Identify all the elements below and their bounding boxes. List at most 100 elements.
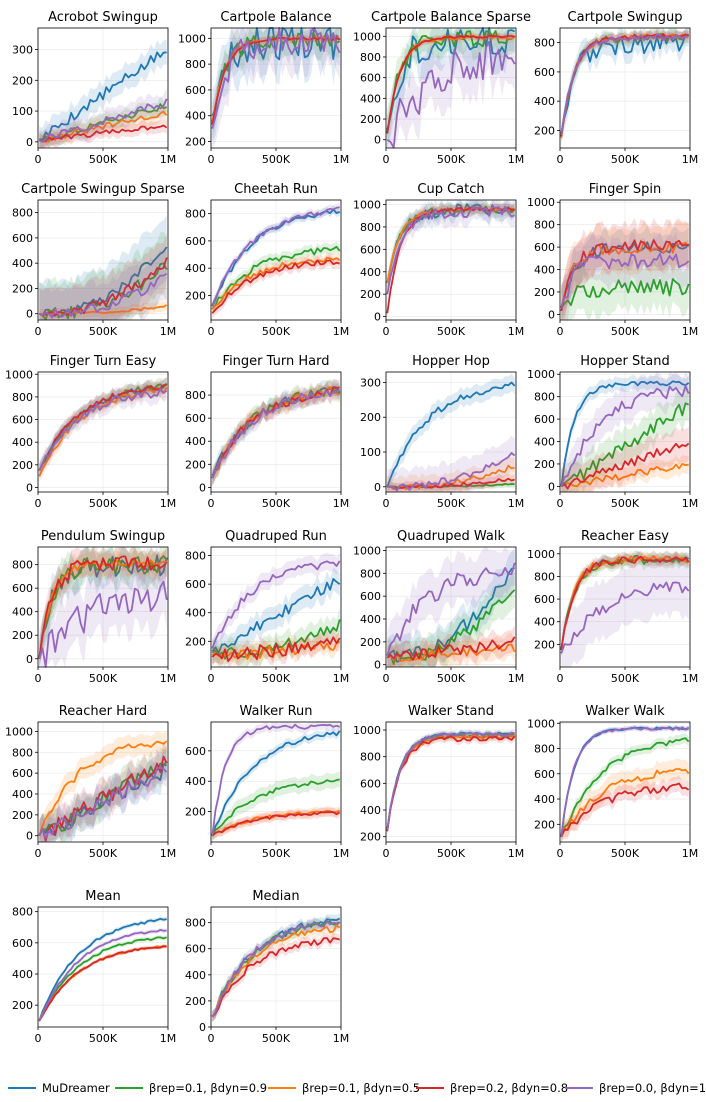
y-tick-label: 1000 [5, 368, 33, 381]
series-line-rep-0-1-dyn-0-9 [560, 278, 690, 309]
y-tick-label: 600 [360, 590, 381, 603]
legend-item-rep-0-2-dyn-0-8: βrep=0.2, βdyn=0.8 [416, 1076, 568, 1100]
x-tick-label: 500K [437, 153, 466, 166]
legend-swatch [268, 1087, 296, 1089]
x-tick-label: 1M [682, 672, 699, 685]
series-line-rep-0-0-dyn-1-0 [38, 929, 167, 1022]
y-tick-label: 200 [534, 458, 555, 471]
legend-item-rep-0-0-dyn-1-0: βrep=0.0, βdyn=1.0 [565, 1076, 706, 1100]
x-tick-label: 500K [262, 672, 291, 685]
y-tick-label: 400 [185, 607, 206, 620]
y-tick-label: 600 [185, 745, 206, 758]
series-line-rep-0-0-dyn-1-0 [38, 272, 168, 319]
series-band-rep-0-2-dyn-0-8 [39, 232, 167, 320]
subplot-title: Median [252, 889, 299, 904]
y-tick-label: 600 [12, 582, 33, 595]
series-line-rep-0-1-dyn-0-5 [38, 740, 168, 836]
subplot-hopper-stand: Hopper Stand 0 200 400 600 800 1000 0 500K 1M [527, 354, 698, 510]
y-tick-label: 200 [185, 136, 206, 149]
x-tick-label: 500K [89, 153, 118, 166]
series-band-rep-0-0-dyn-1-0 [387, 200, 515, 306]
subplot-cartpole-swingup: Cartpole Swingup 200 400 600 800 0 500K 1M [534, 10, 698, 166]
series-band-mudreamer [387, 200, 515, 292]
series-band-rep-0-0-dyn-1-0 [212, 203, 340, 310]
y-tick-label: 800 [185, 389, 206, 402]
series-line-rep-0-0-dyn-1-0 [386, 205, 515, 295]
x-tick-label: 1M [508, 672, 525, 685]
y-tick-label: 800 [185, 550, 206, 563]
subplot-title: Walker Stand [408, 704, 494, 719]
y-tick-label: 1000 [5, 725, 33, 738]
subplot-hopper-hop: Hopper Hop 0 100 200 300 0 500K 1M [360, 354, 524, 510]
series-line-rep-0-2-dyn-0-8 [211, 937, 340, 1018]
series-band-rep-0-1-dyn-0-5 [561, 454, 689, 492]
series-band-rep-0-1-dyn-0-9 [39, 547, 167, 667]
y-tick-label: 600 [360, 243, 381, 256]
x-tick-label: 1M [682, 325, 699, 338]
y-tick-label: 800 [534, 37, 555, 50]
y-tick-label: 200 [534, 124, 555, 137]
y-tick-label: 200 [360, 831, 381, 844]
legend-item-mudreamer: MuDreamer [8, 1076, 110, 1100]
y-tick-label: 800 [12, 559, 33, 572]
subplot-cup-catch: Cup Catch 0 200 400 600 800 1000 0 500K 1M [353, 182, 524, 338]
legend-swatch [565, 1087, 593, 1089]
series-line-mudreamer [211, 730, 341, 837]
series-line-mudreamer [211, 578, 341, 654]
subplot-quadruped-run: Quadruped Run 200 400 600 800 0 500K 1M [185, 529, 349, 685]
series-band-mudreamer [561, 550, 689, 656]
series-band-mudreamer [39, 547, 167, 667]
series-band-rep-0-0-dyn-1-0 [387, 28, 515, 148]
y-tick-label: 1000 [353, 724, 381, 737]
y-tick-label: 1000 [353, 30, 381, 43]
y-tick-label: 600 [12, 937, 33, 950]
legend-swatch [416, 1087, 444, 1089]
y-tick-label: 200 [534, 286, 555, 299]
y-tick-label: 1000 [353, 544, 381, 557]
series-band-rep-0-1-dyn-0-5 [561, 758, 689, 842]
y-tick-label: 800 [12, 906, 33, 919]
x-tick-label: 1M [160, 1032, 177, 1045]
y-tick-label: 400 [360, 613, 381, 626]
subplot-title: Finger Turn Hard [223, 354, 330, 369]
series-line-mudreamer [560, 33, 689, 134]
series-line-rep-0-1-dyn-0-5 [386, 643, 516, 662]
series-band-rep-0-2-dyn-0-8 [387, 473, 515, 492]
series-band-rep-0-1-dyn-0-9 [212, 771, 340, 842]
subplot-quadruped-walk: Quadruped Walk 0 200 400 600 800 1000 0 500K 1M [353, 529, 524, 685]
y-tick-label: 200 [185, 458, 206, 471]
y-tick-label: 800 [185, 917, 206, 930]
y-tick-label: 0 [374, 481, 381, 494]
x-tick-label: 500K [437, 325, 466, 338]
subplot-title: Hopper Hop [412, 354, 490, 369]
x-tick-label: 500K [611, 497, 640, 510]
y-tick-label: 600 [185, 412, 206, 425]
x-tick-label: 1M [160, 847, 177, 860]
series-line-rep-0-0-dyn-1-0 [560, 581, 690, 654]
subplot-title: Finger Spin [589, 182, 661, 197]
x-tick-label: 500K [262, 153, 291, 166]
y-tick-label: 200 [360, 636, 381, 649]
series-line-rep-0-1-dyn-0-9 [211, 920, 341, 1018]
legend-label: βrep=0.1, βdyn=0.9 [149, 1081, 268, 1095]
y-tick-label: 0 [548, 480, 555, 493]
y-tick-label: 600 [185, 943, 206, 956]
x-tick-label: 500K [262, 847, 291, 860]
series-band-rep-0-1-dyn-0-9 [387, 572, 515, 667]
subplot-title: Cheetah Run [234, 182, 318, 197]
subplot-title: Acrobot Swingup [48, 10, 158, 25]
series-line-rep-0-0-dyn-1-0 [211, 723, 340, 837]
subplot-title: Reacher Easy [581, 529, 669, 544]
subplot-walker-walk: Walker Walk 200 400 600 800 1000 0 500K 1M [527, 704, 698, 860]
subplot-title: Pendulum Swingup [41, 529, 165, 544]
y-tick-label: 200 [12, 282, 33, 295]
series-band-rep-0-1-dyn-0-9 [387, 28, 515, 147]
series-line-rep-0-2-dyn-0-8 [38, 555, 168, 659]
subplot-title: Quadruped Run [225, 529, 327, 544]
series-line-rep-0-2-dyn-0-8 [387, 477, 515, 490]
y-tick-label: 400 [534, 793, 555, 806]
y-tick-label: 200 [185, 806, 206, 819]
series-band-rep-0-1-dyn-0-9 [387, 200, 515, 290]
series-band-rep-0-0-dyn-1-0 [561, 554, 689, 667]
subplot-pendulum-swingup: Pendulum Swingup 0 200 400 600 800 0 500K 1M [12, 529, 176, 685]
